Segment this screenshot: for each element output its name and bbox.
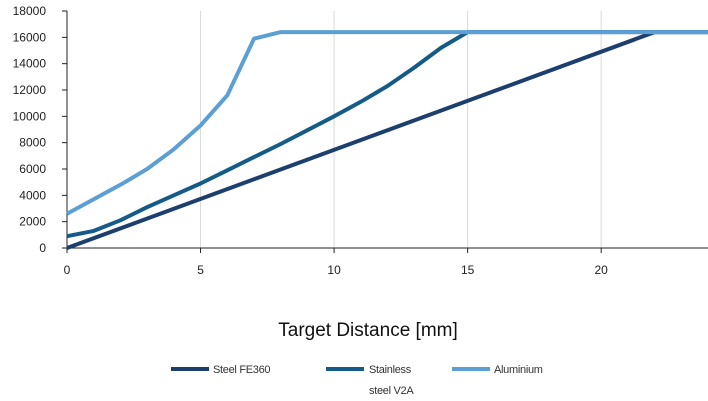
- y-tick-label: 16000: [13, 30, 47, 44]
- legend-label-3: Aluminium: [494, 364, 543, 376]
- series-line-3: [66, 30, 708, 216]
- series-line-1: [66, 30, 708, 250]
- y-tick-label: 4000: [19, 188, 46, 202]
- y-tick-label: 2000: [19, 215, 46, 229]
- legend-label-2: Stainless: [369, 364, 412, 376]
- y-tick-label: 12000: [13, 83, 47, 97]
- y-tick-label: 10000: [13, 109, 47, 123]
- x-tick-label: 5: [197, 263, 204, 277]
- legend-label-1: Steel FE360: [213, 364, 270, 376]
- y-tick-labels: 0 2000 4000 6000 8000 10000 12000 14000 16000 180…: [13, 4, 47, 255]
- series-lines: [66, 30, 708, 250]
- y-tick-label: 18000: [13, 4, 47, 18]
- grid-lines: [200, 11, 602, 248]
- x-axis-label: Target Distance [mm]: [278, 320, 458, 341]
- legend-label-2: steel V2A: [369, 385, 414, 397]
- y-tick-label: 14000: [13, 57, 47, 71]
- x-tick-label: 15: [461, 263, 475, 277]
- x-tick-label: 10: [327, 263, 341, 277]
- series-line-2: [66, 30, 708, 239]
- y-tick-label: 0: [39, 241, 46, 255]
- x-tick-label: 0: [64, 263, 71, 277]
- x-tick-labels: 0 5 10 15 20: [64, 263, 609, 277]
- y-tick-label: 6000: [19, 162, 46, 176]
- y-tick-label: 8000: [19, 136, 46, 150]
- axes: [62, 10, 708, 253]
- legend: Steel FE360 Stainless steel V2A Aluminium: [171, 364, 543, 397]
- x-tick-label: 20: [594, 263, 608, 277]
